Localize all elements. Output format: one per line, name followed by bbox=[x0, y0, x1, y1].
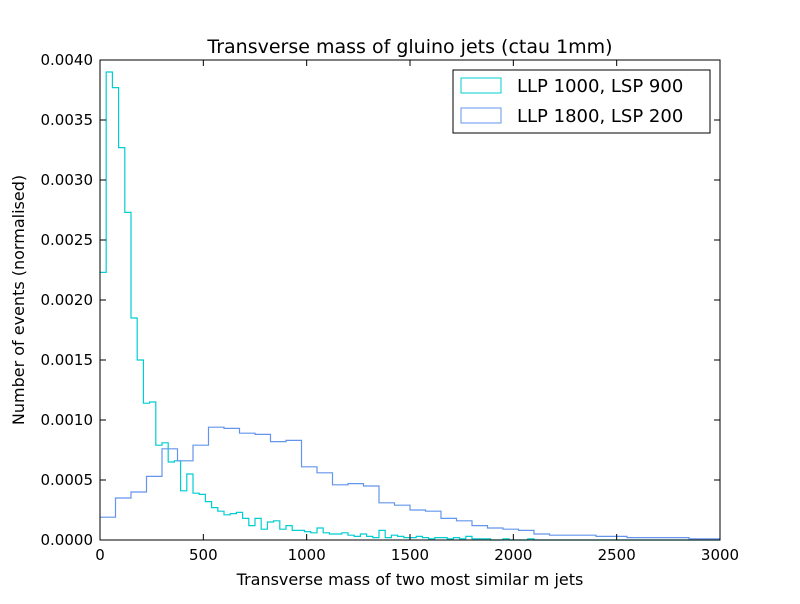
legend-label-llp1000: LLP 1000, LSP 900 bbox=[517, 76, 683, 97]
y-tick-label: 0.0035 bbox=[41, 111, 94, 129]
x-tick-label: 2500 bbox=[598, 546, 636, 564]
y-tick-label: 0.0040 bbox=[41, 51, 94, 69]
y-tick-label: 0.0020 bbox=[41, 291, 94, 309]
axis-ticks: 0 500 1000 1500 2000 2500 3000 0.0000 0.0005 0.00… bbox=[41, 51, 740, 564]
y-tick-label: 0.0030 bbox=[41, 171, 94, 189]
legend-swatch-llp1000 bbox=[460, 77, 502, 94]
legend: LLP 1000, LSP 900 LLP 1800, LSP 200 bbox=[452, 69, 711, 134]
x-tick-label: 2000 bbox=[494, 546, 532, 564]
legend-label-llp1800: LLP 1800, LSP 200 bbox=[517, 106, 683, 127]
x-tick-label: 0 bbox=[95, 546, 105, 564]
series-step-1 bbox=[100, 426, 720, 540]
y-tick-label: 0.0000 bbox=[41, 531, 94, 549]
x-tick-label: 3000 bbox=[701, 546, 739, 564]
y-tick-label: 0.0005 bbox=[41, 471, 94, 489]
y-tick-label: 0.0010 bbox=[41, 411, 94, 429]
legend-swatch-llp1800 bbox=[460, 107, 502, 124]
y-tick-label: 0.0025 bbox=[41, 231, 94, 249]
axes-frame bbox=[99, 59, 721, 541]
x-tick-label: 500 bbox=[189, 546, 218, 564]
x-axis-label: Transverse mass of two most similar m je… bbox=[236, 570, 584, 589]
x-tick-label: 1000 bbox=[288, 546, 326, 564]
y-tick-label: 0.0015 bbox=[41, 351, 94, 369]
y-axis-label: Number of events (normalised) bbox=[9, 175, 28, 425]
chart-title: Transverse mass of gluino jets (ctau 1mm… bbox=[206, 36, 612, 58]
x-tick-label: 1500 bbox=[391, 546, 429, 564]
